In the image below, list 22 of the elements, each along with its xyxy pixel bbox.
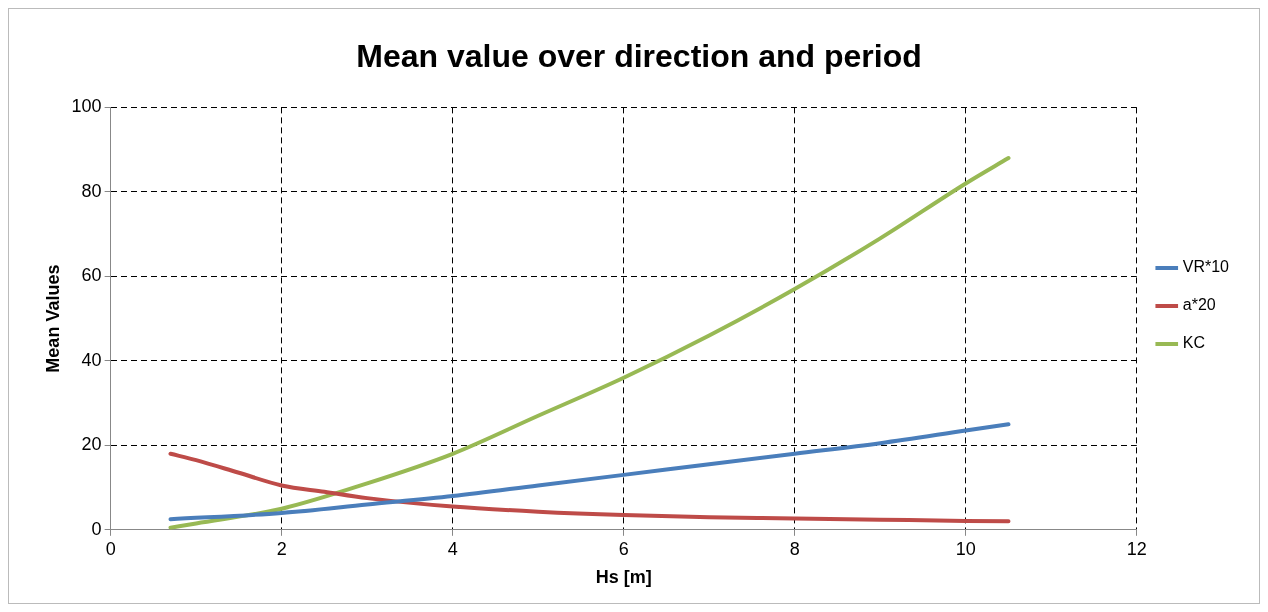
y-axis-title: Mean Values bbox=[42, 264, 63, 373]
y-tick-label: 60 bbox=[81, 265, 102, 286]
y-tick-label: 20 bbox=[81, 434, 102, 455]
y-tick-label: 0 bbox=[91, 518, 102, 539]
legend-label: KC bbox=[1182, 334, 1205, 352]
line-series bbox=[168, 451, 1011, 524]
x-tick-label: 6 bbox=[618, 538, 629, 559]
line-series bbox=[168, 156, 1011, 530]
y-tick-label: 40 bbox=[81, 349, 102, 370]
x-tick-label: 2 bbox=[276, 538, 287, 559]
x-axis-title: Hs [m] bbox=[595, 567, 652, 588]
x-tick-label: 8 bbox=[789, 538, 800, 559]
x-tick-label: 12 bbox=[1126, 538, 1147, 559]
x-tick-label: 0 bbox=[105, 538, 116, 559]
x-tick-label: 4 bbox=[447, 538, 458, 559]
line-series bbox=[168, 422, 1011, 522]
chart-title: Mean value over direction and period bbox=[356, 38, 922, 75]
legend-label: VR*10 bbox=[1182, 258, 1230, 276]
y-tick-label: 80 bbox=[81, 180, 102, 201]
legend-label: a*20 bbox=[1182, 296, 1216, 314]
x-tick-label: 10 bbox=[955, 538, 976, 559]
y-tick-label: 100 bbox=[71, 96, 102, 117]
